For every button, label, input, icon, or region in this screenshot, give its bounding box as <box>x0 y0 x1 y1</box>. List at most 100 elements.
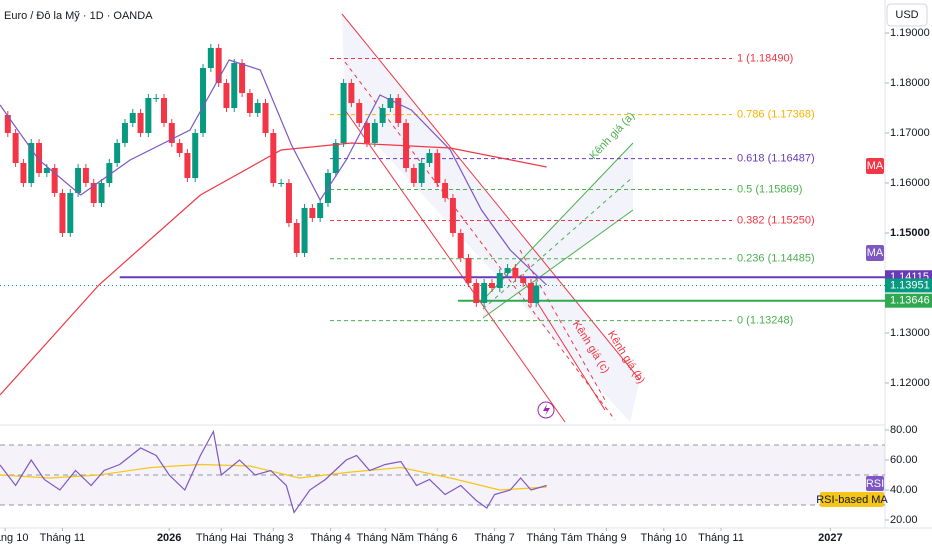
candle <box>371 123 378 143</box>
candle <box>395 98 402 123</box>
candle <box>176 143 183 153</box>
candle <box>153 98 160 99</box>
candle <box>160 98 167 123</box>
candle <box>293 223 300 253</box>
currency: USD <box>895 9 918 21</box>
x-tick-label: Tháng Năm <box>356 532 413 544</box>
rsi-tick-label: 20.00 <box>890 514 918 526</box>
x-tick-label: Tháng 9 <box>586 532 626 544</box>
candle <box>215 48 222 83</box>
candle <box>114 143 121 163</box>
candle <box>488 283 495 288</box>
x-tick-label: Tháng 11 <box>40 532 86 544</box>
fib-label: 0.382 (1.15250) <box>737 214 815 226</box>
candle <box>59 193 66 233</box>
moving-average <box>0 59 548 286</box>
candle <box>75 168 82 193</box>
candle <box>262 103 269 133</box>
rsi-line <box>0 429 547 514</box>
ma-tag-label: MA <box>867 160 884 172</box>
channel-line <box>341 13 641 381</box>
x-tick-label: 2026 <box>157 532 181 544</box>
rsi-ma-tag-label: RSI-based MA <box>816 494 888 506</box>
currency-box[interactable] <box>886 3 928 27</box>
y-tick-label: 1.13000 <box>890 327 930 339</box>
candle <box>473 283 480 303</box>
candle <box>51 168 58 193</box>
candle <box>12 133 19 163</box>
candle <box>200 68 207 133</box>
candle <box>301 208 308 253</box>
y-tick-label: 1.18000 <box>890 77 930 89</box>
candle <box>504 268 511 273</box>
ma-tag <box>866 245 884 261</box>
y-tick-label: 1.17000 <box>890 127 930 139</box>
fib-label: 1 (1.18490) <box>737 52 793 64</box>
ma-tag-label: MA <box>867 247 884 259</box>
x-tick-label: Tháng 4 <box>310 532 350 544</box>
candle <box>410 168 417 183</box>
candle <box>145 98 152 133</box>
candle <box>20 163 27 183</box>
rsi-tag-label: RSI <box>866 478 884 490</box>
candle <box>465 258 472 283</box>
fib-label: 0 (1.13248) <box>737 315 793 327</box>
ma-tag <box>866 158 884 174</box>
fib-label: 0.236 (1.14485) <box>737 253 815 265</box>
y-tick-label: 1.12000 <box>890 377 930 389</box>
x-tick-label: Tháng 10 <box>641 532 687 544</box>
candle <box>184 153 191 178</box>
price-tag <box>885 278 932 293</box>
candle <box>520 278 527 283</box>
candle <box>223 83 230 108</box>
rsi-tick-label: 60.00 <box>890 454 918 466</box>
candle <box>340 83 347 143</box>
event-icon <box>543 404 550 416</box>
candle <box>254 103 261 113</box>
candle <box>137 113 144 133</box>
price-tag-label: 1.13951 <box>890 279 930 291</box>
candle <box>4 115 11 133</box>
candle <box>67 193 74 233</box>
rsi-tick-label: 80.00 <box>890 424 918 436</box>
x-tick-label: 2027 <box>818 532 842 544</box>
moving-average <box>0 142 547 396</box>
x-tick-label: Tháng Hai <box>196 532 247 544</box>
rsi-ma-line <box>0 463 547 491</box>
fib-label: 0.618 (1.16487) <box>737 153 815 165</box>
candle <box>168 123 175 143</box>
candle <box>231 63 238 108</box>
candle <box>129 113 136 123</box>
candle <box>332 143 339 173</box>
candle <box>512 268 519 278</box>
y-tick-label: 1.16000 <box>890 177 930 189</box>
candle <box>285 183 292 223</box>
price-tag-label: 1.13646 <box>890 295 930 307</box>
y-tick-label: 1.15000 <box>890 227 930 239</box>
candle <box>278 183 285 184</box>
chart-title: Euro / Đô la Mỹ · 1D · OANDA <box>4 10 153 22</box>
candle <box>442 183 449 198</box>
x-tick-label: Tháng Tám <box>526 532 582 544</box>
candle <box>98 183 105 203</box>
candle <box>28 143 35 183</box>
candle <box>418 163 425 183</box>
candle <box>36 143 43 173</box>
y-tick-label: 1.19000 <box>890 27 930 39</box>
candle <box>239 63 246 93</box>
marks: 1.19000 1.18000 1.17000 1.16000 1.15000 1.130… <box>0 27 932 544</box>
channel-line <box>482 176 634 310</box>
candle <box>90 183 97 203</box>
candle <box>387 98 394 108</box>
candle <box>106 163 113 183</box>
rsi-tag <box>866 476 884 491</box>
candle <box>533 285 540 303</box>
candle <box>364 123 371 143</box>
candle <box>449 198 456 233</box>
fib-label: 0.5 (1.15869) <box>737 183 802 195</box>
rsi-tick-label: 40.00 <box>890 484 918 496</box>
candle <box>457 233 464 258</box>
candle <box>434 153 441 183</box>
